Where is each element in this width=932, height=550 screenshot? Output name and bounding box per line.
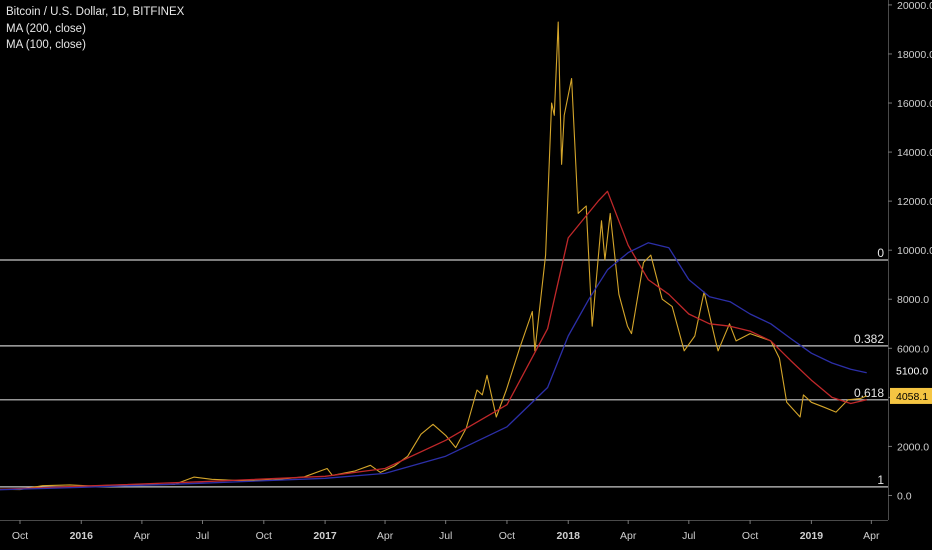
legend-ma200[interactable]: MA (200, close) xyxy=(6,22,86,35)
x-tick-label: Apr xyxy=(377,530,394,542)
fib-level-label: 1 xyxy=(877,473,884,487)
ma100-line[interactable] xyxy=(0,190,867,491)
x-tick-label: 2019 xyxy=(800,530,824,542)
fib-level-label: 0.618 xyxy=(854,386,884,400)
price-tag-label: 4058.1 xyxy=(896,391,928,403)
x-tick-label: Apr xyxy=(620,530,637,542)
y-tick-label: 18000.0 xyxy=(897,49,932,61)
x-tick-label: 2016 xyxy=(70,530,94,542)
fib-level-label: 0 xyxy=(877,246,884,260)
y-tick-label: 0.0 xyxy=(897,490,912,502)
x-tick-label: 2017 xyxy=(313,530,337,542)
y-tick-label: 6000.0 xyxy=(897,343,929,355)
price-tag-label: 5100.0 xyxy=(896,365,928,377)
y-tick-label: 2000.0 xyxy=(897,441,929,453)
x-tick-label: 2018 xyxy=(557,530,581,542)
y-tick-label: 14000.0 xyxy=(897,147,932,159)
x-tick-label: Apr xyxy=(134,530,151,542)
price-tag-box xyxy=(890,387,932,404)
fibonacci-levels: 0 0.382 0.618 1 xyxy=(0,246,888,488)
y-tick-label: 10000.0 xyxy=(897,245,932,257)
x-tick-label: Oct xyxy=(742,530,758,542)
ma200-line[interactable] xyxy=(0,242,867,491)
symbol-title[interactable]: Bitcoin / U.S. Dollar, 1D, BITFINEX xyxy=(6,6,185,18)
fib-level-label: 0.382 xyxy=(854,332,884,346)
x-tick-label: Jul xyxy=(439,530,452,542)
price-tag-box xyxy=(890,362,932,379)
y-tick-label: 12000.0 xyxy=(897,196,932,208)
x-tick-label: Oct xyxy=(256,530,272,542)
x-tick-label: Oct xyxy=(12,530,28,542)
x-tick-label: Oct xyxy=(499,530,515,542)
legend: Bitcoin / U.S. Dollar, 1D, BITFINEX MA (… xyxy=(6,4,184,54)
legend-ma100[interactable]: MA (100, close) xyxy=(6,39,86,51)
y-tick-label: 16000.0 xyxy=(897,98,932,110)
x-tick-label: Apr xyxy=(863,530,880,542)
y-tick-label: 8000.0 xyxy=(897,294,929,306)
series-lines xyxy=(0,21,867,491)
time-axis[interactable]: Oct 2016 Apr Jul Oct 2017 Apr Jul Oct 2018 Apr Jul O… xyxy=(0,520,888,542)
price-tags: 5100.0 4058.1 xyxy=(890,362,932,404)
y-tick-label: 20000.0 xyxy=(897,0,932,12)
price-line[interactable] xyxy=(0,21,867,491)
price-axis[interactable]: 0.02000.04000.06000.08000.010000.012000.… xyxy=(888,0,932,520)
x-tick-label: Jul xyxy=(196,530,209,542)
x-tick-label: Jul xyxy=(682,530,695,542)
